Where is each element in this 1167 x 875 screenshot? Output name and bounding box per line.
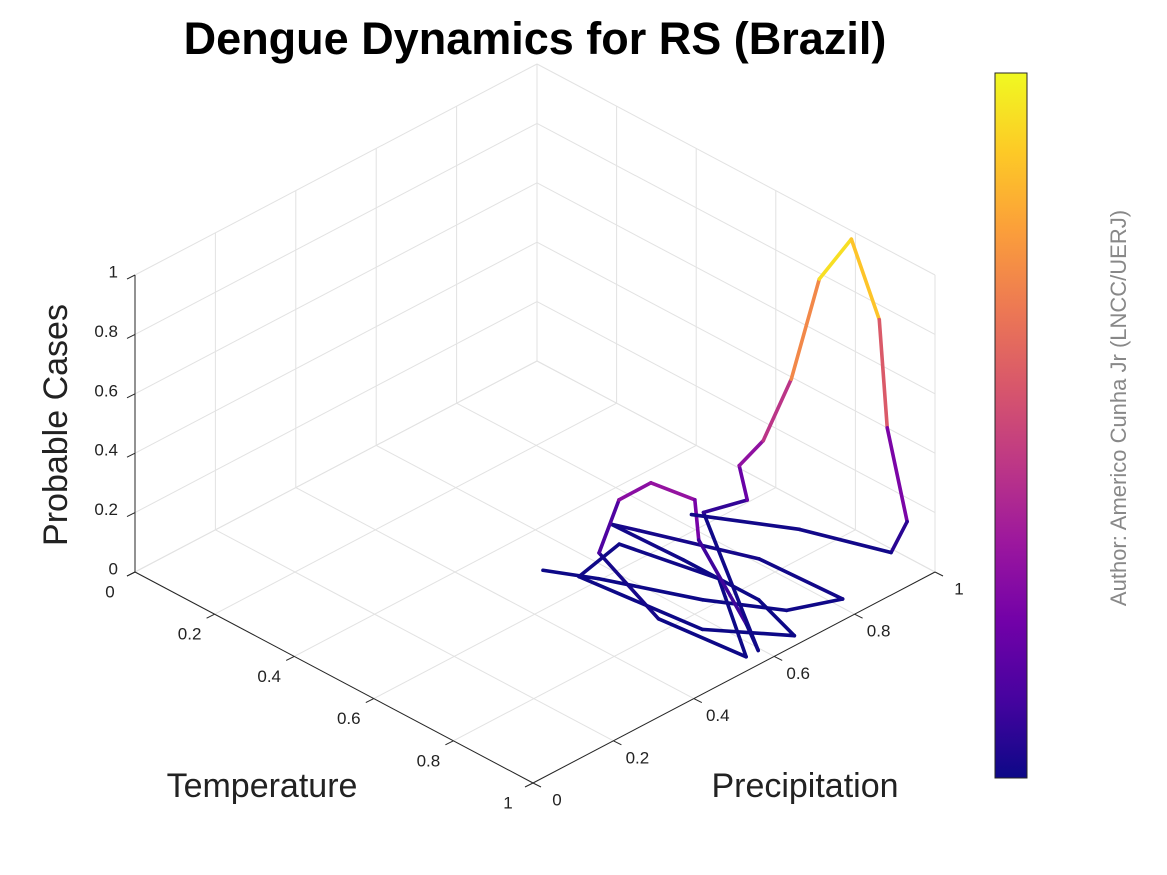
line-segment (889, 519, 909, 555)
annotation: Author: Americo Cunha Jr (LNCC/UERJ) (1106, 210, 1131, 606)
line-segment (693, 497, 701, 542)
line-segment (817, 237, 854, 281)
grid-line (295, 487, 695, 700)
z-tick-label: 0.4 (94, 441, 118, 460)
y-axis-label: Precipitation (711, 767, 898, 805)
y-tick (773, 655, 783, 661)
grid-line (536, 122, 936, 335)
y-tick-label: 1 (954, 579, 963, 598)
grid-line (536, 360, 936, 573)
grid-line (536, 241, 936, 454)
grid-line (456, 402, 855, 615)
grid-line (134, 360, 538, 573)
line-segment (761, 377, 794, 443)
grid-line (293, 444, 697, 657)
line-segment (757, 557, 845, 601)
line-segment (689, 512, 802, 532)
grid-line (536, 63, 936, 276)
y-tick (854, 613, 863, 619)
z-tick (126, 274, 136, 280)
colorbar (994, 72, 1028, 779)
line-segment (656, 617, 748, 659)
z-tick (126, 393, 136, 399)
grid-line (134, 63, 538, 276)
x-tick (365, 698, 375, 704)
line-segment (541, 568, 601, 581)
grid-line (536, 182, 936, 395)
z-tick (126, 333, 136, 339)
grid-line (134, 122, 538, 335)
line-segment (737, 438, 766, 468)
y-tick-label: 0.6 (786, 664, 810, 683)
z-tick (126, 512, 136, 518)
line-segment (885, 426, 909, 524)
line-segment (784, 597, 845, 613)
line-segment (609, 522, 685, 562)
y-axis (532, 571, 936, 784)
z-axis-label: Probable Cases (37, 304, 75, 546)
x-tick-label: 0.6 (337, 709, 361, 728)
chart-title: Dengue Dynamics for RS (Brazil) (184, 13, 887, 64)
y-tick-label: 0.4 (706, 706, 730, 725)
line-segment (617, 542, 721, 581)
grid-line (134, 182, 538, 395)
z-tick-label: 0.6 (94, 381, 118, 400)
z-tick-label: 0.2 (94, 500, 118, 519)
line-segment (577, 574, 705, 632)
line-segment (700, 598, 789, 613)
line-segment (637, 528, 761, 561)
z-tick (126, 571, 136, 577)
line-segment (649, 481, 697, 502)
line-segment (717, 576, 748, 659)
x-tick (206, 613, 215, 619)
line-segment (877, 317, 890, 430)
line-segment (617, 481, 653, 502)
line-segment (789, 277, 822, 381)
line-segment (701, 510, 761, 653)
line-segment (696, 538, 749, 627)
x-tick-label: 0.2 (178, 625, 202, 644)
line-segment (849, 237, 882, 322)
x-tick (445, 740, 454, 746)
z-tick-label: 0.8 (94, 322, 118, 341)
grid: 0 0.2 0.4 0.6 0.8 1 0 0.2 0.4 0.6 0.8 1 0 0.2 0.4 0.6 0.… (94, 63, 964, 812)
line-segment (597, 576, 705, 602)
grid-line (134, 301, 538, 514)
y-tick (934, 571, 944, 577)
x-tick-label: 1 (503, 793, 512, 812)
x-tick-label: 0.4 (257, 667, 281, 686)
line-segment (797, 527, 893, 555)
line-segment (737, 463, 750, 502)
x-tick-label: 0.8 (417, 751, 441, 770)
grid-line (375, 444, 775, 657)
y-tick-label: 0.2 (626, 748, 650, 767)
grid-line (214, 402, 617, 615)
z-tick-label: 1 (109, 262, 118, 281)
x-axis-label: Temperature (167, 767, 358, 805)
z-tick-label: 0 (109, 559, 118, 578)
x-tick (524, 782, 534, 788)
y-tick-label: 0 (552, 790, 561, 809)
grid-line (453, 529, 856, 742)
y-tick (532, 782, 542, 788)
z-tick (126, 452, 136, 458)
line-segment (701, 498, 750, 515)
grid-line (215, 529, 614, 742)
line-segment (577, 542, 621, 579)
line-segment (756, 598, 797, 638)
x-axis (134, 571, 534, 784)
y-tick (613, 740, 622, 746)
grid-line (134, 241, 538, 454)
y-tick-label: 0.8 (867, 622, 891, 641)
line-segment (597, 498, 621, 555)
x-tick (285, 655, 295, 661)
line-segment (597, 551, 661, 621)
y-tick (693, 698, 703, 704)
plot-area (541, 237, 909, 659)
x-tick-label: 0 (105, 582, 114, 601)
grid-line (536, 301, 936, 514)
